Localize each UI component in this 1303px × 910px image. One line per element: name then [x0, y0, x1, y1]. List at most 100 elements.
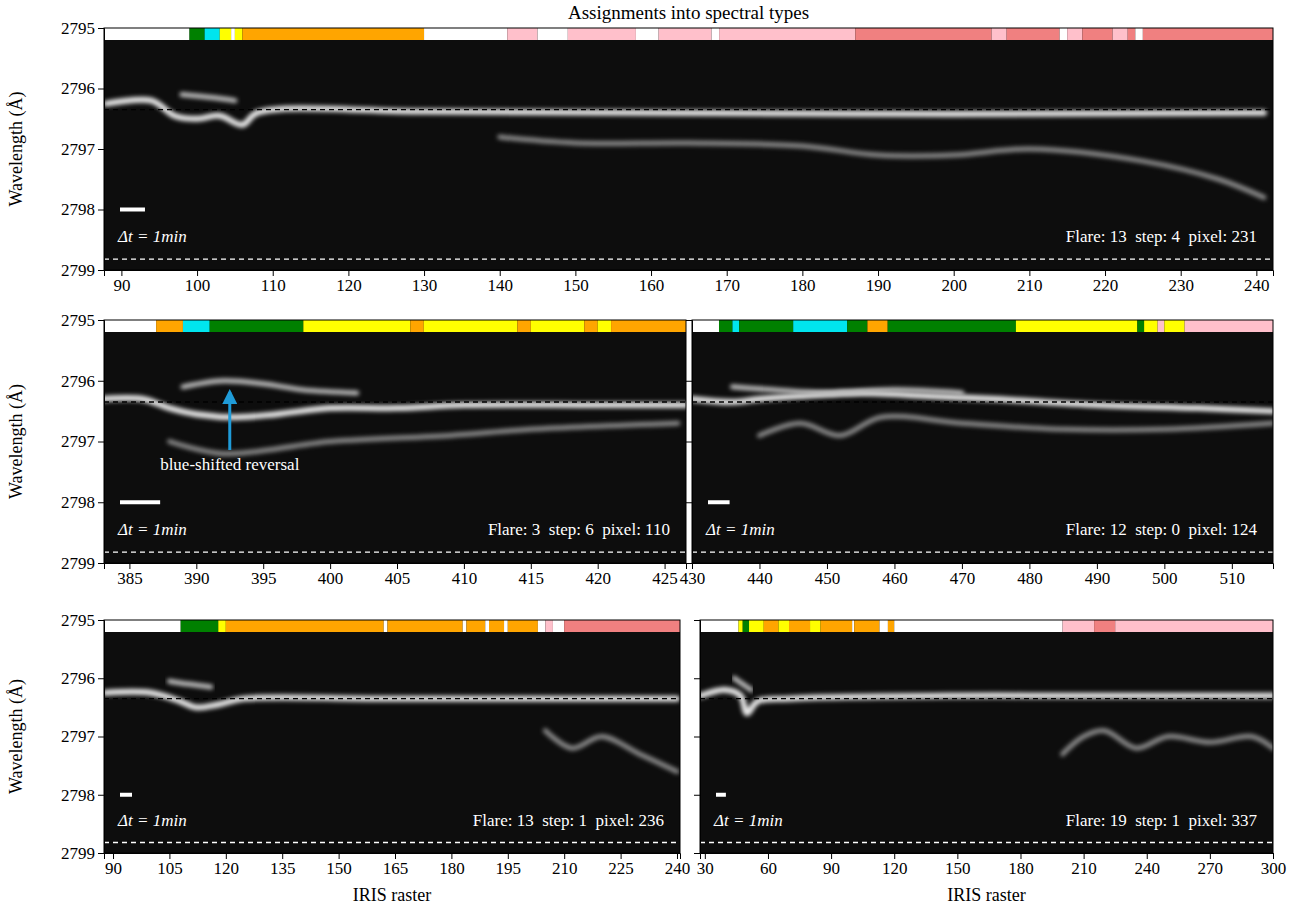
x-tick-label: 510	[1220, 569, 1246, 588]
type-segment	[1063, 620, 1095, 632]
y-axis-title: Wavelength (Å)	[6, 679, 27, 794]
type-segment	[1164, 320, 1184, 332]
reference-line	[104, 551, 686, 552]
y-tick-mark	[98, 737, 104, 738]
x-tick-label: 135	[270, 859, 296, 878]
y-tick: 2796	[61, 79, 104, 98]
type-segment	[852, 620, 854, 632]
type-segment	[793, 320, 847, 332]
emission-ridge	[732, 387, 961, 393]
y-tick-mark	[98, 28, 104, 29]
type-segment	[410, 320, 423, 332]
plot-area	[700, 620, 1273, 843]
x-tick-label: 120	[214, 859, 240, 878]
x-tick-label: 220	[1093, 276, 1119, 295]
y-tick: 2795	[61, 19, 104, 38]
x-tick-label: 500	[1152, 569, 1178, 588]
x-tick-label: 460	[882, 569, 908, 588]
y-tick-mark	[98, 502, 104, 503]
x-tick: 180	[1008, 853, 1034, 878]
x-tick: 400	[318, 563, 344, 588]
panel: 3853903954004054104154204252795279627972…	[6, 311, 687, 588]
x-tick-label: 60	[760, 859, 777, 878]
type-segment	[1128, 28, 1136, 40]
y-tick: 2798	[61, 200, 104, 219]
type-segment	[189, 28, 204, 40]
flare-annotation: Flare: 13 step: 1 pixel: 236	[473, 811, 664, 830]
type-segment	[1115, 620, 1273, 632]
x-tick-label: 160	[639, 276, 665, 295]
y-tick-label: 2799	[61, 844, 95, 863]
x-tick: 470	[950, 563, 976, 588]
x-tick-label: 150	[326, 859, 352, 878]
emission-ridge	[734, 678, 751, 690]
type-segment	[507, 28, 537, 40]
type-segment	[235, 28, 243, 40]
plot-frame	[104, 28, 1273, 270]
x-tick: 230	[1168, 270, 1194, 295]
x-tick-label: 110	[261, 276, 286, 295]
annotation-text: blue-shifted reversal	[160, 455, 300, 474]
y-tick-mark	[98, 149, 104, 150]
y-tick	[686, 502, 692, 503]
x-tick-label: 395	[251, 569, 277, 588]
flare-annotation: Flare: 19 step: 1 pixel: 337	[1066, 811, 1258, 830]
type-segment	[531, 320, 585, 332]
y-tick-mark	[98, 795, 104, 796]
type-segment	[847, 320, 867, 332]
x-tick-label: 30	[697, 859, 714, 878]
scale-bar-label: Δt = 1min	[117, 520, 187, 539]
x-tick: 240	[1134, 853, 1160, 878]
plot-background	[692, 320, 1273, 563]
type-segment	[156, 320, 183, 332]
y-tick: 2795	[61, 311, 104, 330]
reference-line	[104, 258, 1273, 259]
emission-ridge	[104, 398, 686, 417]
y-axis-line	[686, 321, 693, 564]
x-tick: 120	[336, 270, 362, 295]
x-tick: 225	[608, 853, 634, 878]
emission-ridge	[106, 692, 677, 708]
type-segment	[210, 320, 304, 332]
x-tick: 450	[815, 563, 841, 588]
y-tick: 2797	[61, 727, 104, 746]
type-segment	[218, 620, 226, 632]
y-tick-label: 2796	[61, 669, 95, 688]
reference-line	[104, 401, 686, 402]
x-tick-label: 200	[941, 276, 967, 295]
y-tick-label: 2797	[61, 432, 96, 451]
scale-bar-label: Δt = 1min	[713, 811, 783, 830]
y-tick-mark	[98, 853, 104, 854]
type-segment	[1094, 620, 1115, 632]
x-tick: 140	[487, 270, 513, 295]
x-tick-label: 450	[815, 569, 841, 588]
x-tick-label: 385	[117, 569, 143, 588]
y-tick: 2799	[61, 261, 104, 280]
type-segment	[867, 320, 887, 332]
panel: 306090120150180210240270300IRIS rasterΔt…	[694, 620, 1286, 905]
y-axis: 27952796279727982799	[61, 311, 105, 573]
x-tick: 300	[1261, 853, 1287, 878]
x-tick-label: 180	[790, 276, 816, 295]
type-segment	[1144, 320, 1157, 332]
x-tick: 510	[1220, 563, 1246, 588]
type-segment	[303, 320, 410, 332]
scale-bar-label: Δt = 1min	[117, 811, 187, 830]
type-segment	[538, 28, 568, 40]
x-tick-label: 420	[585, 569, 611, 588]
emission-ridge	[759, 416, 1272, 435]
type-segment	[743, 620, 749, 632]
x-tick-label: 225	[608, 859, 634, 878]
x-tick-label: 100	[185, 276, 211, 295]
type-segment	[732, 320, 739, 332]
x-tick-label: 410	[452, 569, 478, 588]
x-tick-label: 425	[652, 569, 678, 588]
y-tick-label: 2798	[61, 786, 95, 805]
y-axis-title: Wavelength (Å)	[6, 91, 27, 206]
y-tick-mark	[694, 795, 700, 796]
x-tick: 415	[519, 563, 545, 588]
y-axis	[694, 621, 701, 854]
type-segment	[778, 620, 789, 632]
emission-ridge	[692, 393, 1272, 411]
x-tick-label: 180	[1008, 859, 1034, 878]
